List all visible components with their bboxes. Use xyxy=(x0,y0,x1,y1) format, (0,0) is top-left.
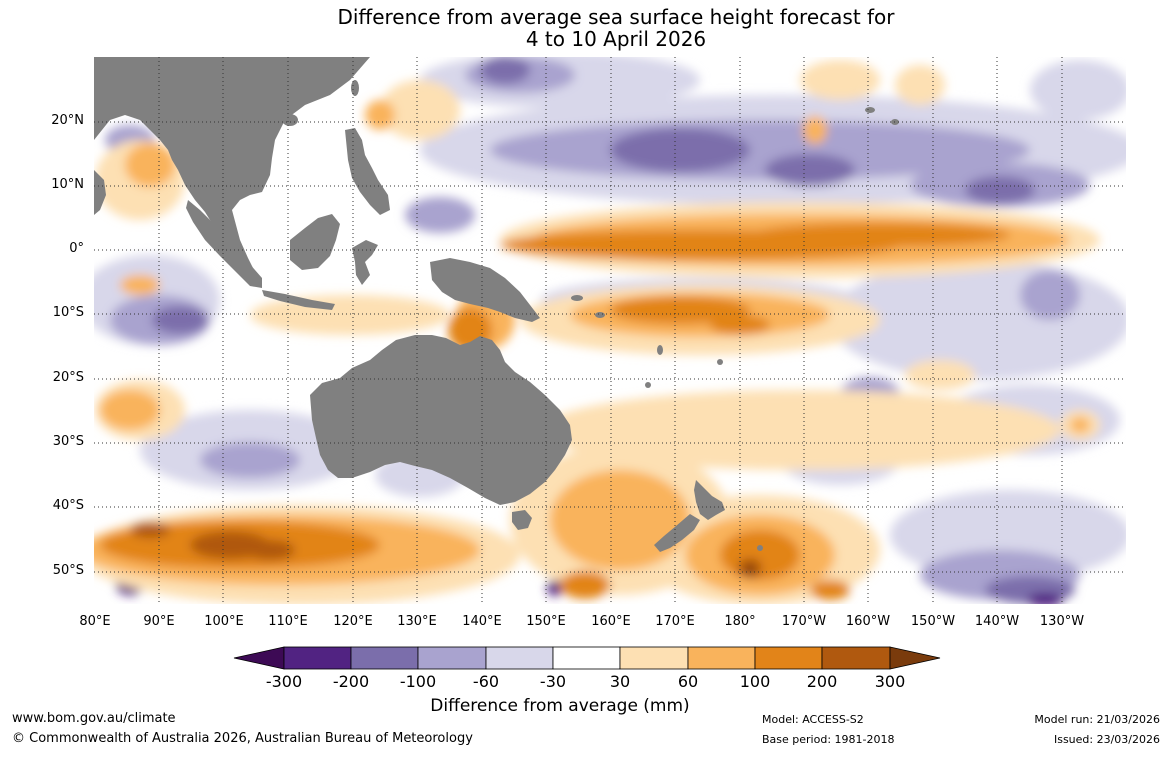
colorbar-swatch xyxy=(350,646,419,670)
colorbar-label: -100 xyxy=(399,672,437,691)
lat-label: 50°S xyxy=(52,563,84,578)
colorbar-label: -60 xyxy=(472,672,500,691)
colorbar-swatch xyxy=(821,646,891,670)
lat-label: 40°S xyxy=(52,498,84,513)
lon-label: 80°E xyxy=(79,614,111,629)
colorbar-swatch xyxy=(485,646,554,670)
lon-label: 170°W xyxy=(781,614,827,629)
anomaly-field xyxy=(94,57,1126,604)
lon-label: 170°E xyxy=(655,614,695,629)
lon-label: 150°E xyxy=(526,614,566,629)
colorbar-swatch xyxy=(619,646,689,670)
lon-label: 140°E xyxy=(462,614,502,629)
colorbar-high-arrow xyxy=(889,646,941,670)
colorbar-label: 200 xyxy=(806,672,838,691)
lon-label: 140°W xyxy=(974,614,1020,629)
chart-title-line-2: 4 to 10 April 2026 xyxy=(525,27,707,51)
base-period-text: Base period: 1981-2018 xyxy=(762,733,895,746)
lon-label: 120°E xyxy=(333,614,373,629)
colorbar-label: 100 xyxy=(739,672,771,691)
lat-label: 10°S xyxy=(52,305,84,320)
lon-label: 180° xyxy=(724,614,756,629)
colorbar-label: -30 xyxy=(539,672,567,691)
land-masses xyxy=(94,57,899,552)
lon-label: 150°W xyxy=(910,614,956,629)
lat-label: 20°S xyxy=(52,370,84,385)
colorbar xyxy=(233,646,941,670)
lon-label: 160°E xyxy=(591,614,631,629)
website-link[interactable]: www.bom.gov.au/climate xyxy=(12,711,176,726)
issued-text: Issued: 23/03/2026 xyxy=(1053,733,1160,746)
colorbar-label: -300 xyxy=(265,672,303,691)
colorbar-swatch xyxy=(552,646,621,670)
copyright-text: © Commonwealth of Australia 2026, Austra… xyxy=(12,731,473,746)
lat-label: 30°S xyxy=(52,434,84,449)
lon-label: 100°E xyxy=(204,614,244,629)
graticule xyxy=(94,57,1126,604)
lat-label: 0° xyxy=(69,241,84,256)
lon-label: 130°E xyxy=(397,614,437,629)
colorbar-title: Difference from average (mm) xyxy=(430,696,690,716)
colorbar-swatch xyxy=(687,646,756,670)
colorbar-swatch xyxy=(754,646,823,670)
colorbar-label: 30 xyxy=(609,672,631,691)
lat-label: 10°N xyxy=(51,177,84,192)
model-run-text: Model run: 21/03/2026 xyxy=(1034,713,1160,726)
colorbar-swatch xyxy=(283,646,352,670)
model-text: Model: ACCESS-S2 xyxy=(762,713,864,726)
colorbar-label: -200 xyxy=(332,672,370,691)
colorbar-swatch xyxy=(417,646,487,670)
colorbar-label: 60 xyxy=(677,672,699,691)
lon-label: 110°E xyxy=(268,614,308,629)
colorbar-low-arrow xyxy=(233,646,285,670)
lon-label: 90°E xyxy=(143,614,175,629)
colorbar-label: 300 xyxy=(874,672,906,691)
lon-label: 130°W xyxy=(1039,614,1085,629)
chart-title-line-1: Difference from average sea surface heig… xyxy=(337,5,895,29)
lat-label: 20°N xyxy=(51,113,84,128)
lon-label: 160°W xyxy=(845,614,891,629)
